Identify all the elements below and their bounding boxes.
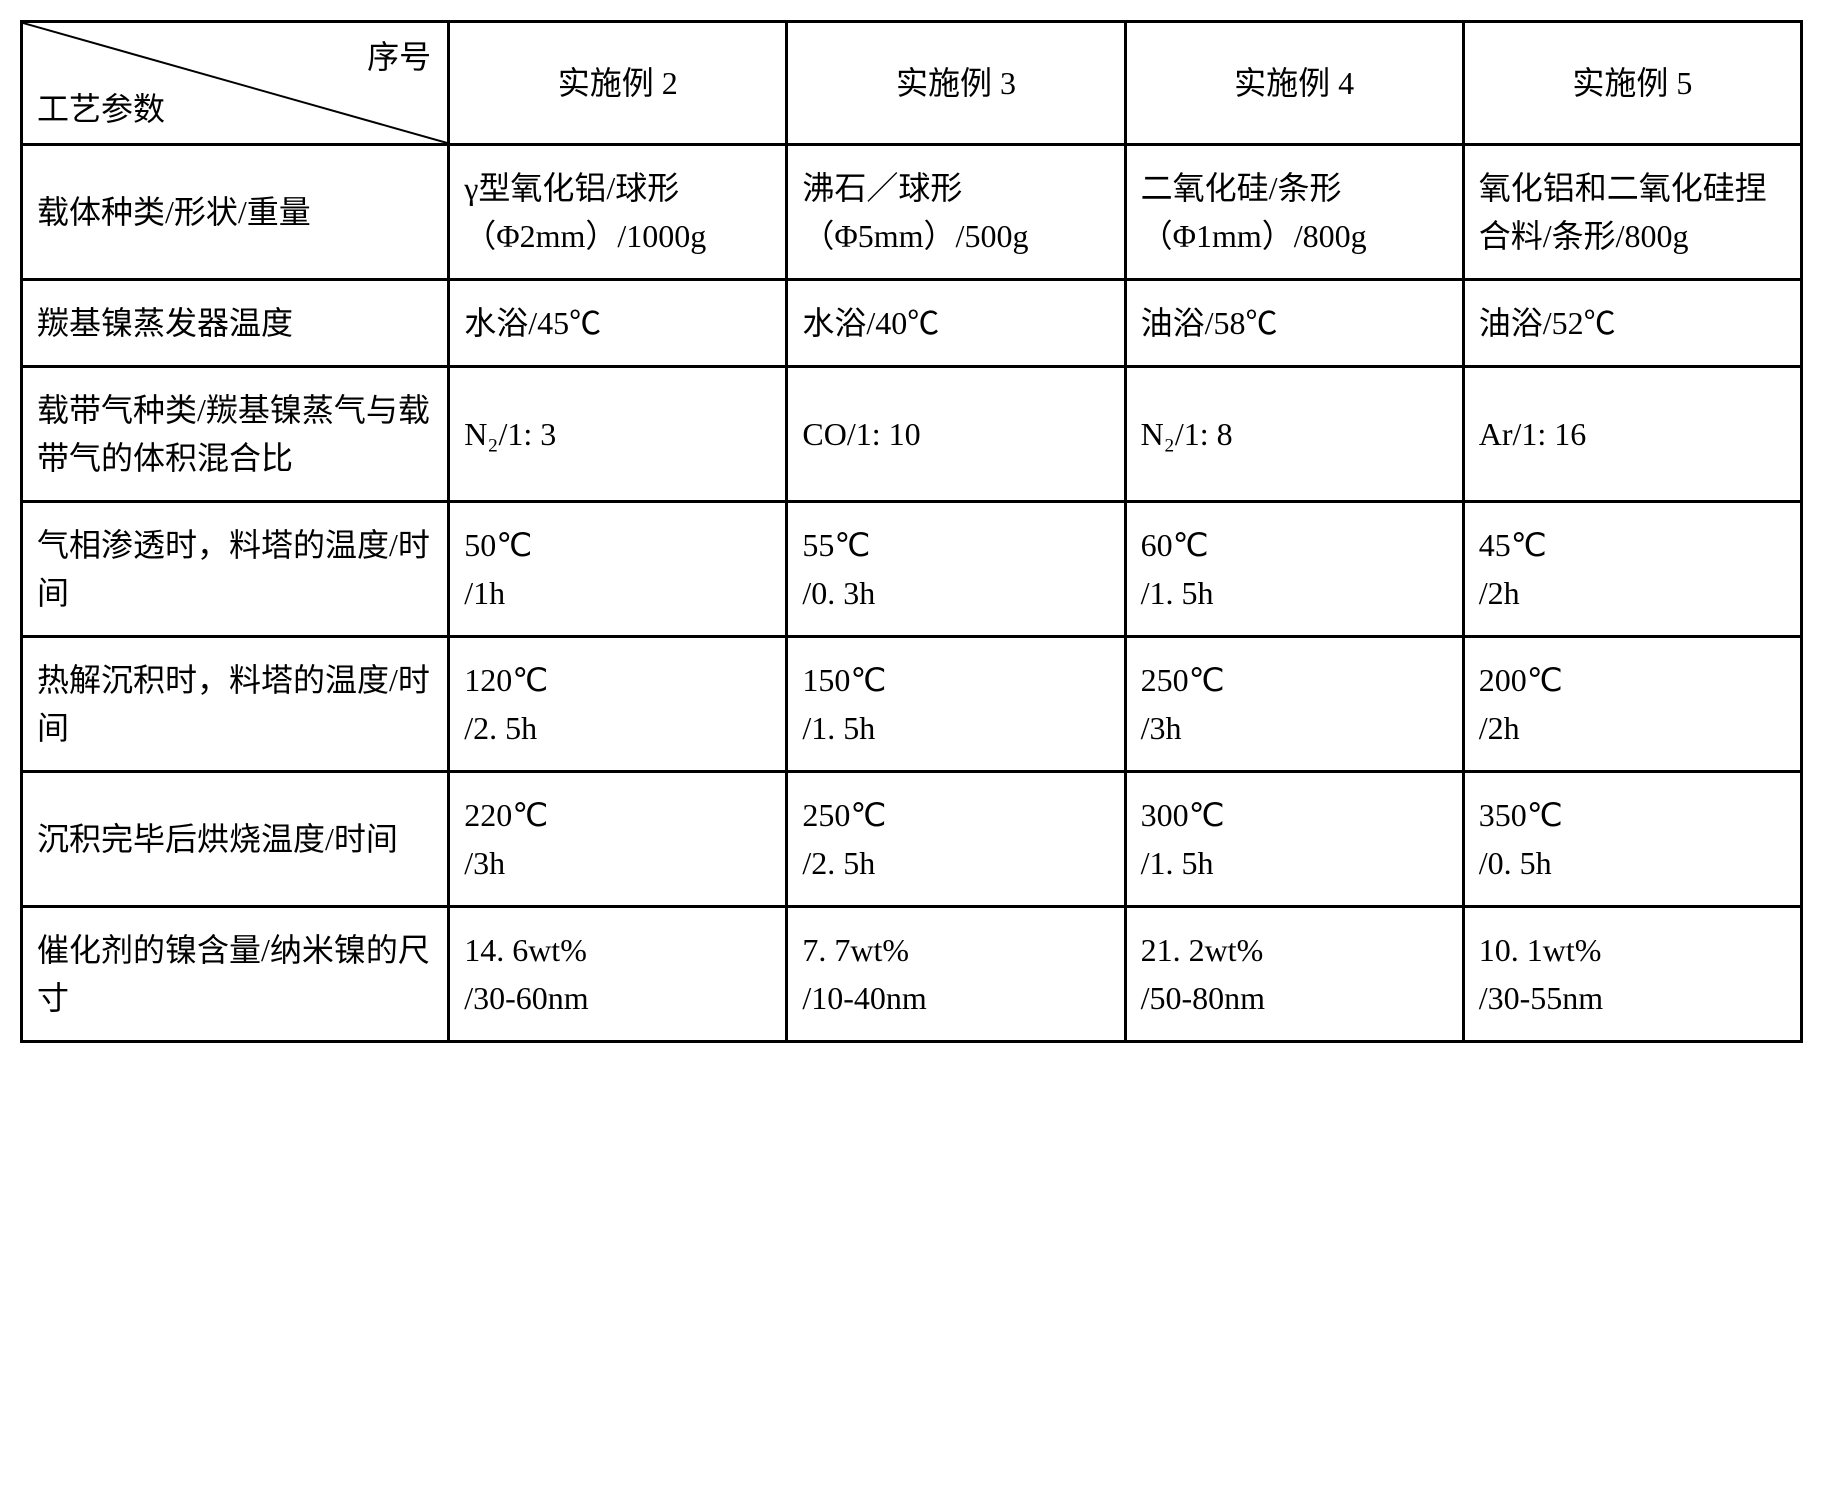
table-header-row: 序号 工艺参数 实施例 2 实施例 3 实施例 4 实施例 5	[22, 22, 1802, 145]
table-row: 载体种类/形状/重量 γ型氧化铝/球形（Φ2mm）/1000g 沸石／球形（Φ5…	[22, 145, 1802, 280]
row-label: 载带气种类/羰基镍蒸气与载带气的体积混合比	[22, 367, 449, 502]
table-cell: 14. 6wt%/30-60nm	[449, 907, 787, 1042]
table-cell: 二氧化硅/条形（Φ1mm）/800g	[1125, 145, 1463, 280]
row-label: 载体种类/形状/重量	[22, 145, 449, 280]
table-cell: 水浴/40℃	[787, 280, 1125, 367]
table-cell: CO/1: 10	[787, 367, 1125, 502]
row-label: 热解沉积时，料塔的温度/时间	[22, 637, 449, 772]
table-cell: γ型氧化铝/球形（Φ2mm）/1000g	[449, 145, 787, 280]
table-row: 羰基镍蒸发器温度 水浴/45℃ 水浴/40℃ 油浴/58℃ 油浴/52℃	[22, 280, 1802, 367]
table-cell: 220℃/3h	[449, 772, 787, 907]
column-header: 实施例 2	[449, 22, 787, 145]
table-cell: 7. 7wt%/10-40nm	[787, 907, 1125, 1042]
diagonal-header-top: 序号	[367, 33, 431, 81]
table-cell: 60℃/1. 5h	[1125, 502, 1463, 637]
table-cell: 55℃/0. 3h	[787, 502, 1125, 637]
table-cell: 150℃/1. 5h	[787, 637, 1125, 772]
table-cell: Ar/1: 16	[1463, 367, 1801, 502]
table-cell: 沸石／球形（Φ5mm）/500g	[787, 145, 1125, 280]
table-cell: 10. 1wt%/30-55nm	[1463, 907, 1801, 1042]
table-cell: 21. 2wt%/50-80nm	[1125, 907, 1463, 1042]
table-row: 气相渗透时，料塔的温度/时间 50℃/1h 55℃/0. 3h 60℃/1. 5…	[22, 502, 1802, 637]
row-label: 催化剂的镍含量/纳米镍的尺寸	[22, 907, 449, 1042]
table-row: 热解沉积时，料塔的温度/时间 120℃/2. 5h 150℃/1. 5h 250…	[22, 637, 1802, 772]
column-header: 实施例 3	[787, 22, 1125, 145]
table-cell: 120℃/2. 5h	[449, 637, 787, 772]
table-row: 催化剂的镍含量/纳米镍的尺寸 14. 6wt%/30-60nm 7. 7wt%/…	[22, 907, 1802, 1042]
diagonal-header-cell: 序号 工艺参数	[22, 22, 449, 145]
table-cell: 250℃/2. 5h	[787, 772, 1125, 907]
table-cell: 200℃/2h	[1463, 637, 1801, 772]
row-label: 气相渗透时，料塔的温度/时间	[22, 502, 449, 637]
table-row: 载带气种类/羰基镍蒸气与载带气的体积混合比 N₂/1: 3 CO/1: 10 N…	[22, 367, 1802, 502]
table-cell: 45℃/2h	[1463, 502, 1801, 637]
column-header: 实施例 4	[1125, 22, 1463, 145]
parameters-table: 序号 工艺参数 实施例 2 实施例 3 实施例 4 实施例 5 载体种类/形状/…	[20, 20, 1803, 1043]
table-cell: 氧化铝和二氧化硅捏合料/条形/800g	[1463, 145, 1801, 280]
table-cell: 油浴/58℃	[1125, 280, 1463, 367]
table-cell: 250℃/3h	[1125, 637, 1463, 772]
column-header: 实施例 5	[1463, 22, 1801, 145]
table-cell: N₂/1: 3	[449, 367, 787, 502]
diagonal-header-bottom: 工艺参数	[37, 85, 165, 133]
row-label: 羰基镍蒸发器温度	[22, 280, 449, 367]
table-cell: 油浴/52℃	[1463, 280, 1801, 367]
table-cell: 水浴/45℃	[449, 280, 787, 367]
table-cell: 50℃/1h	[449, 502, 787, 637]
table-cell: 350℃/0. 5h	[1463, 772, 1801, 907]
table-cell: 300℃/1. 5h	[1125, 772, 1463, 907]
table-cell: N₂/1: 8	[1125, 367, 1463, 502]
row-label: 沉积完毕后烘烧温度/时间	[22, 772, 449, 907]
table-row: 沉积完毕后烘烧温度/时间 220℃/3h 250℃/2. 5h 300℃/1. …	[22, 772, 1802, 907]
